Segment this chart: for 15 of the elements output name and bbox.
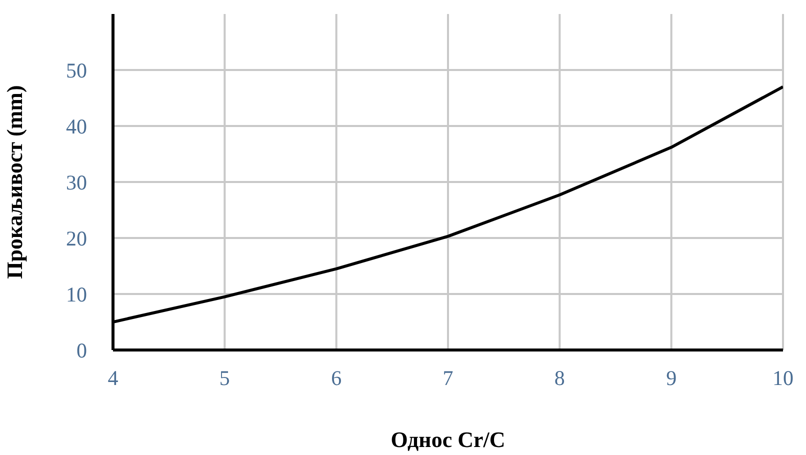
y-tick-label: 10 — [66, 282, 87, 306]
y-tick-label: 50 — [66, 58, 87, 82]
x-tick-label: 4 — [108, 366, 119, 390]
y-tick-label: 20 — [66, 226, 87, 250]
x-tick-label: 8 — [554, 366, 565, 390]
y-tick-label: 30 — [66, 170, 87, 194]
x-tick-label: 6 — [331, 366, 342, 390]
x-tick-label: 9 — [666, 366, 677, 390]
y-tick-label: 40 — [66, 114, 87, 138]
x-tick-label: 7 — [442, 366, 454, 390]
x-tick-label: 5 — [219, 366, 230, 390]
y-axis-title: Прокаљивост (mm) — [2, 85, 27, 279]
y-tick-label: 0 — [76, 338, 87, 362]
x-axis-title: Однос Cr/C — [390, 427, 506, 452]
x-tick-label: 10 — [772, 366, 794, 390]
